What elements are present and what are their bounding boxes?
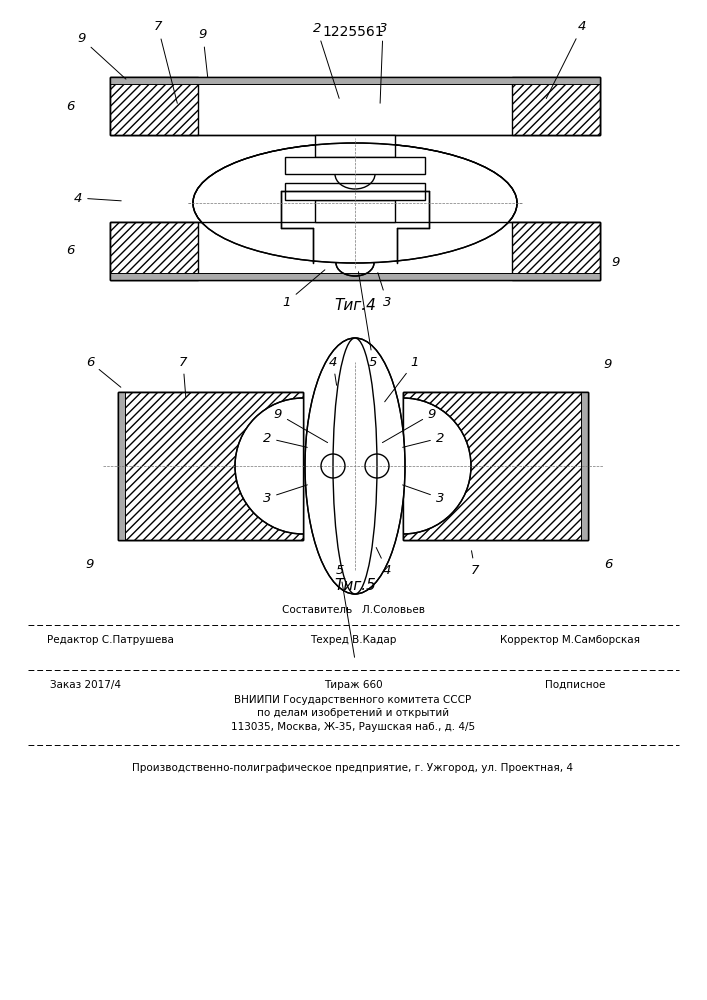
Text: Редактор С.Патрушева: Редактор С.Патрушева: [47, 635, 173, 645]
Polygon shape: [512, 222, 600, 280]
Text: 1: 1: [283, 270, 325, 308]
Text: Производственно-полиграфическое предприятие, г. Ужгород, ул. Проектная, 4: Производственно-полиграфическое предприя…: [132, 763, 573, 773]
Text: 3: 3: [402, 485, 444, 504]
Text: 6: 6: [66, 244, 74, 257]
Bar: [315, 200, 395, 222]
Text: Подписное: Подписное: [545, 680, 605, 690]
Bar: [403, 392, 588, 540]
Polygon shape: [512, 77, 600, 135]
Text: Τиг.4: Τиг.4: [334, 298, 376, 312]
Text: 9: 9: [612, 255, 620, 268]
Polygon shape: [110, 77, 198, 135]
Text: 4: 4: [547, 20, 586, 99]
Text: 1225561: 1225561: [322, 25, 384, 39]
Text: 7: 7: [154, 20, 177, 103]
Bar: [110, 222, 600, 280]
Polygon shape: [403, 392, 588, 540]
Bar: [285, 183, 425, 200]
Text: Τиг.5: Τиг.5: [334, 578, 376, 592]
Text: 5: 5: [336, 564, 354, 657]
Polygon shape: [110, 222, 198, 280]
Bar: [581, 392, 588, 540]
Text: 4: 4: [74, 192, 121, 205]
Text: 2: 2: [312, 22, 339, 98]
Bar: [110, 222, 600, 280]
Text: 3: 3: [379, 22, 387, 103]
Polygon shape: [118, 392, 303, 540]
Text: 6: 6: [66, 100, 74, 112]
Text: Заказ 2017/4: Заказ 2017/4: [49, 680, 120, 690]
Bar: [110, 77, 600, 135]
Text: Техред В.Кадар: Техред В.Кадар: [310, 635, 396, 645]
Text: 5: 5: [358, 272, 378, 368]
Bar: [110, 77, 600, 84]
Bar: [118, 392, 125, 540]
Ellipse shape: [333, 338, 377, 594]
Bar: [118, 392, 303, 540]
Text: 9: 9: [86, 558, 94, 572]
Text: 9: 9: [382, 408, 436, 443]
Bar: [118, 392, 303, 540]
Bar: [110, 77, 600, 135]
Text: 9: 9: [274, 408, 327, 443]
Text: Тираж 660: Тираж 660: [324, 680, 382, 690]
Ellipse shape: [194, 144, 516, 262]
Text: по делам изобретений и открытий: по делам изобретений и открытий: [257, 708, 449, 718]
Polygon shape: [235, 398, 303, 534]
Bar: [403, 392, 588, 540]
Text: 3: 3: [263, 485, 308, 504]
Text: 2: 2: [403, 432, 444, 447]
Text: 9: 9: [199, 28, 208, 77]
Text: 4: 4: [376, 548, 391, 576]
Text: 4: 4: [329, 356, 337, 385]
Text: ВНИИПИ Государственного комитета СССР: ВНИИПИ Государственного комитета СССР: [235, 695, 472, 705]
Text: 7: 7: [179, 356, 187, 397]
Ellipse shape: [193, 143, 517, 263]
Text: 9: 9: [604, 358, 612, 370]
Text: 6: 6: [604, 558, 612, 572]
Bar: [110, 273, 600, 280]
Text: 2: 2: [263, 432, 308, 447]
Text: 113035, Москва, Ж-35, Раушская наб., д. 4/5: 113035, Москва, Ж-35, Раушская наб., д. …: [231, 722, 475, 732]
Text: 7: 7: [471, 551, 479, 576]
Text: 3: 3: [378, 273, 391, 308]
Text: 1: 1: [385, 356, 419, 402]
Text: Составитель   Л.Соловьев: Составитель Л.Соловьев: [281, 605, 424, 615]
Bar: [315, 135, 395, 157]
Text: 9: 9: [78, 32, 126, 79]
Text: 6: 6: [86, 356, 121, 387]
Bar: [285, 157, 425, 174]
Ellipse shape: [305, 338, 405, 594]
Text: Корректор М.Самборская: Корректор М.Самборская: [500, 635, 640, 645]
Polygon shape: [403, 398, 471, 534]
